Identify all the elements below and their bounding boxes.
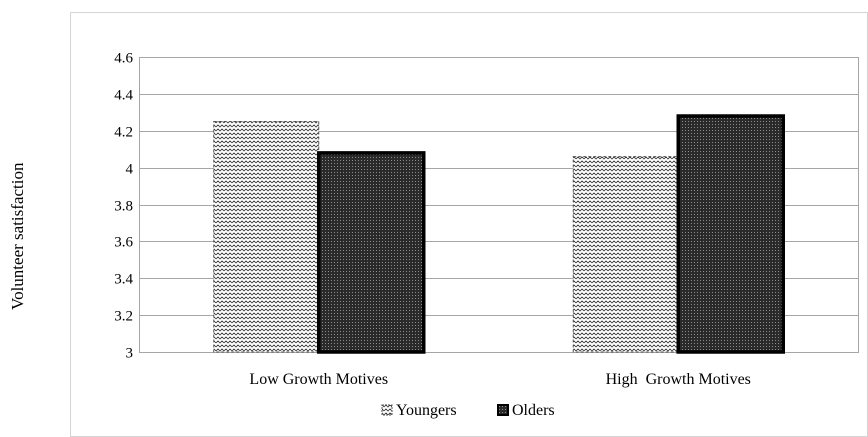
y-tick-label: 4.4 <box>114 88 133 104</box>
plot-area <box>139 57 859 353</box>
y-tick-label: 4 <box>126 162 134 178</box>
y-tick-label: 3.4 <box>114 272 133 288</box>
y-tick-label: 3.6 <box>114 235 133 251</box>
y-tick-label: 3 <box>126 346 134 362</box>
bar-youngers-2 <box>572 156 679 353</box>
bar-olders-2 <box>676 114 785 354</box>
bar-youngers-1 <box>213 121 320 353</box>
legend-label-youngers: Youngers <box>396 402 457 419</box>
y-tick-label: 3.2 <box>114 309 133 325</box>
y-tick-label: 4.2 <box>114 125 133 141</box>
bar-olders-1 <box>317 151 426 354</box>
legend-swatch-olders <box>497 404 509 416</box>
y-tick-label: 3.8 <box>114 199 133 215</box>
x-category-label: High Growth Motives <box>606 371 751 388</box>
legend-label-olders: Olders <box>512 402 555 419</box>
x-category-label: Low Growth Motives <box>249 371 388 388</box>
legend-swatch-youngers <box>381 404 393 416</box>
y-tick-label: 4.6 <box>114 51 133 67</box>
